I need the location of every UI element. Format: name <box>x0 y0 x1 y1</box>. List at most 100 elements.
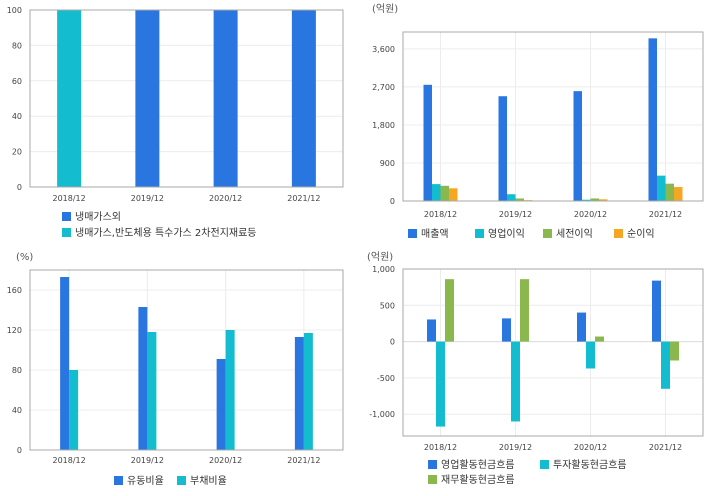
x-tick-label: 2021/12 <box>649 210 682 219</box>
bar <box>423 84 432 201</box>
chart-1: 0 20 40 60 80 100 2018/12 2019/12 2020/12 2021/12… <box>7 6 344 239</box>
y-tick-label: 1,000 <box>372 265 395 274</box>
y-tick-label: 0 <box>17 183 22 192</box>
legend-swatch <box>62 228 71 237</box>
y-tick-label: 80 <box>12 366 22 375</box>
y-tick-label: -500 <box>377 374 395 383</box>
x-tick-label: 2021/12 <box>287 456 320 465</box>
bar <box>69 370 79 450</box>
x-tick-label: 2021/12 <box>287 194 320 203</box>
y-tick-label: 20 <box>12 148 22 157</box>
plot-frame <box>402 268 704 437</box>
bar <box>648 38 657 202</box>
legend-swatch <box>62 212 71 221</box>
bar <box>586 341 595 369</box>
bar <box>652 280 661 342</box>
bar <box>511 341 520 422</box>
y-tick-label: 60 <box>12 77 22 86</box>
x-tick-label: 2019/12 <box>131 194 164 203</box>
x-tick-label: 2018/12 <box>53 456 86 465</box>
y-tick-label: -1,000 <box>369 410 395 419</box>
bar <box>590 198 599 201</box>
bar <box>225 330 235 450</box>
bar <box>661 341 670 389</box>
x-tick-label: 2020/12 <box>209 194 242 203</box>
legend-swatch <box>428 475 437 484</box>
x-tick-label: 2019/12 <box>499 443 532 452</box>
bar <box>432 184 441 201</box>
bar <box>213 10 238 187</box>
bar <box>674 187 683 201</box>
legend-swatch <box>428 460 437 469</box>
bar <box>291 10 316 187</box>
legend-label: 유동비율 <box>127 475 164 487</box>
plot-frame <box>29 9 344 188</box>
bar <box>515 198 524 201</box>
y-tick-label: 80 <box>12 41 22 50</box>
y-tick-label: 500 <box>380 301 395 310</box>
unit-label: (%) <box>16 252 33 263</box>
legend-swatch <box>540 460 549 469</box>
x-tick-label: 2020/12 <box>574 210 607 219</box>
bar <box>657 175 666 201</box>
x-tick-label: 2018/12 <box>424 443 457 452</box>
bar <box>436 341 445 427</box>
x-tick-label: 2019/12 <box>131 456 164 465</box>
legend-swatch <box>408 229 417 238</box>
chart-2: 0 900 1,800 2,700 3,600 2018/12 2019/12 2020/12… <box>372 3 704 240</box>
legend-label: 재무활동현금흐름 <box>441 473 515 486</box>
legend-label: 부채비율 <box>190 475 227 487</box>
legend-label: 냉매가스외 <box>75 211 121 223</box>
x-tick-label: 2018/12 <box>424 210 457 219</box>
bar <box>57 10 82 187</box>
bar <box>599 199 608 201</box>
unit-label: (억원) <box>367 251 393 263</box>
legend-label: 투자활동현금흐름 <box>553 458 627 471</box>
bar <box>498 96 507 201</box>
legend-swatch <box>614 229 623 238</box>
y-tick-label: 0 <box>390 338 395 347</box>
y-tick-label: 1,800 <box>372 121 395 130</box>
y-tick-label: 0 <box>390 197 395 206</box>
x-tick-label: 2020/12 <box>574 443 607 452</box>
bar <box>138 307 148 450</box>
x-tick-label: 2019/12 <box>499 210 532 219</box>
bar <box>595 336 604 342</box>
bar <box>577 312 586 342</box>
plot-frame <box>29 269 344 451</box>
y-tick-label: 3,600 <box>372 45 395 54</box>
bar <box>520 279 529 342</box>
y-tick-label: 120 <box>7 326 22 335</box>
y-tick-label: 900 <box>380 159 395 168</box>
bar <box>135 10 160 187</box>
bar <box>573 91 582 201</box>
legend-swatch <box>177 476 186 485</box>
bar <box>427 319 436 342</box>
bar <box>60 277 70 450</box>
x-tick-label: 2018/12 <box>53 194 86 203</box>
bar <box>449 188 458 201</box>
unit-label: (억원) <box>372 3 398 15</box>
bar <box>502 318 511 342</box>
y-tick-label: 2,700 <box>372 83 395 92</box>
y-tick-label: 100 <box>7 6 22 15</box>
x-tick-label: 2020/12 <box>209 456 242 465</box>
bar <box>665 183 674 201</box>
bar <box>670 341 679 361</box>
y-tick-label: 40 <box>12 112 22 121</box>
bar <box>294 337 304 450</box>
legend-swatch <box>114 476 123 485</box>
bar <box>147 332 157 450</box>
x-tick-label: 2021/12 <box>649 443 682 452</box>
plot-frame <box>402 31 704 202</box>
legend-swatch <box>543 229 552 238</box>
y-tick-label: 0 <box>17 446 22 455</box>
chart-4: -1,000 -500 0 500 1,000 2018/12 2019/12 2020/12… <box>367 251 704 486</box>
legend-label: 세전이익 <box>556 228 593 240</box>
bar <box>445 279 454 342</box>
legend-label: 매출액 <box>421 228 449 240</box>
bar <box>216 359 226 450</box>
bar <box>440 185 449 201</box>
bar <box>303 333 313 450</box>
